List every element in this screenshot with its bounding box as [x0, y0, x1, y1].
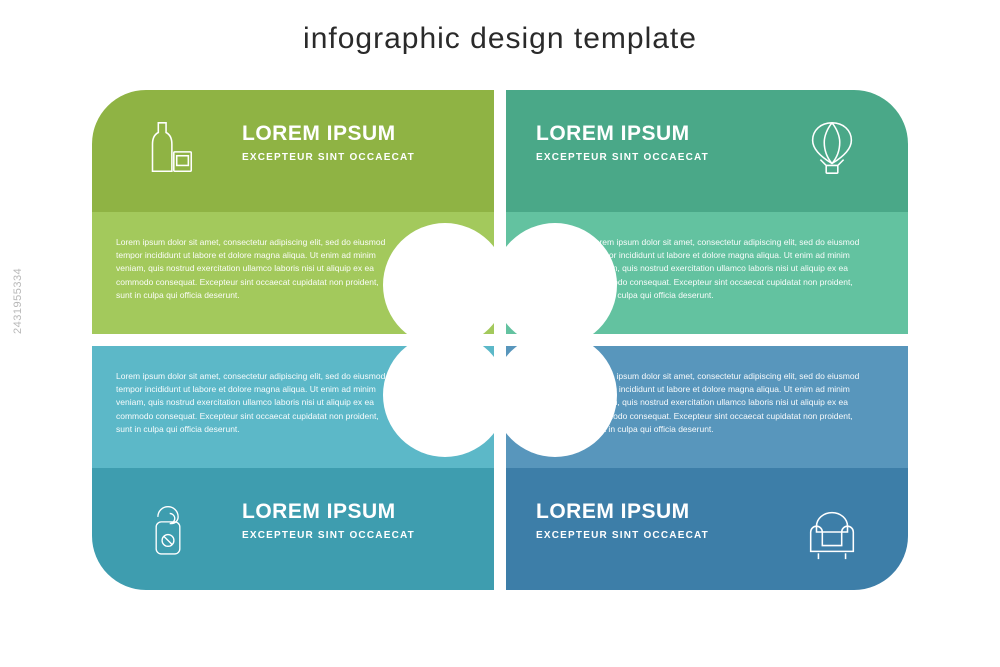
- badge-d: D: [500, 340, 610, 450]
- door-hanger-icon: [128, 492, 208, 572]
- card-d-body: Lorem ipsum dolor sit amet, consectetur …: [590, 370, 870, 436]
- armchair-icon: [792, 492, 872, 572]
- infographic-grid: LOREM IPSUM EXCEPTEUR SINT OCCAECAT Lore…: [92, 90, 908, 590]
- card-a-subheading: EXCEPTEUR SINT OCCAECAT: [242, 152, 470, 163]
- page-title: infographic design template: [0, 22, 1000, 56]
- card-a-heading: LOREM IPSUM: [242, 122, 470, 146]
- balloon-icon: [792, 108, 872, 188]
- badge-b: B: [500, 230, 610, 340]
- card-b-heading: LOREM IPSUM: [536, 122, 798, 146]
- bottle-glass-icon: [128, 108, 208, 188]
- card-b-subheading: EXCEPTEUR SINT OCCAECAT: [536, 152, 798, 163]
- card-c-body: Lorem ipsum dolor sit amet, consectetur …: [116, 370, 396, 436]
- card-a-body: Lorem ipsum dolor sit amet, consectetur …: [116, 236, 396, 302]
- card-d-heading: LOREM IPSUM: [536, 500, 798, 524]
- watermark: 2431955334: [12, 267, 24, 333]
- card-c-subheading: EXCEPTEUR SINT OCCAECAT: [242, 530, 470, 541]
- card-b-body: Lorem ipsum dolor sit amet, consectetur …: [590, 236, 870, 302]
- badge-a: A: [390, 230, 500, 340]
- badge-c: C: [390, 340, 500, 450]
- card-c-heading: LOREM IPSUM: [242, 500, 470, 524]
- card-d-subheading: EXCEPTEUR SINT OCCAECAT: [536, 530, 798, 541]
